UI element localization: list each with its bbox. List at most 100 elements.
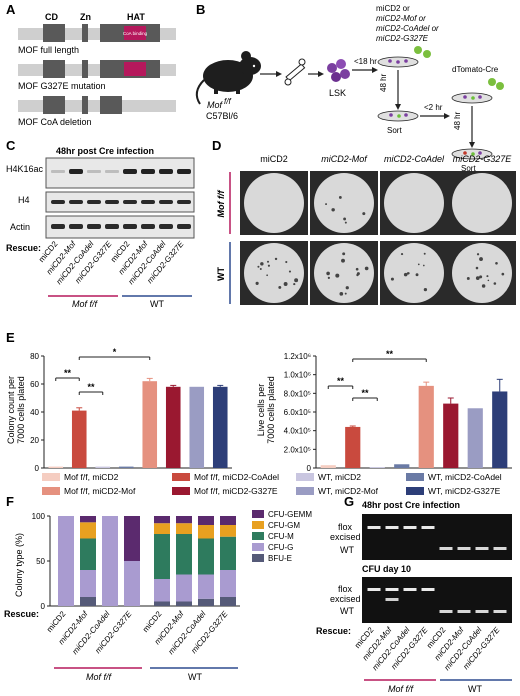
stacked-bar-segment	[80, 516, 96, 523]
colony-dot	[266, 274, 268, 277]
colony-dot	[487, 279, 490, 282]
panel-e-legend: Mof f/f, miCD2 Mof f/f, miCD2-CoAdel WT, m…	[42, 472, 502, 496]
colony-dot	[335, 273, 340, 278]
colony-dot	[495, 261, 498, 265]
colony-dot	[356, 272, 360, 276]
gel-band	[439, 610, 453, 613]
colony-dot	[355, 267, 359, 271]
y-tick-label: 80	[30, 352, 39, 361]
blot-band	[141, 224, 155, 229]
lane-labels-c: miCD2 miCD2-Mof miCD2-CoAdel miCD2-G327E…	[37, 239, 186, 286]
vector-line-3: miCD2-CoAdel or	[376, 24, 439, 33]
legend-label: WT, miCD2-CoAdel	[428, 472, 502, 482]
time-lt2: <2 hr	[424, 103, 443, 112]
panel-c-label: C	[6, 138, 16, 153]
legend-label: WT, miCD2-G327E	[428, 486, 501, 496]
legend-swatch	[252, 510, 264, 518]
band-label-flox: flox	[338, 522, 353, 532]
stacked-bar-segment	[198, 598, 214, 606]
colony-dot	[341, 258, 345, 263]
bar	[345, 426, 361, 468]
panel-f-label: F	[6, 494, 14, 509]
blot-h4	[45, 191, 195, 213]
lsk-cells-icon	[327, 59, 350, 82]
blot-band	[123, 224, 137, 229]
gel-band	[457, 610, 471, 613]
panel-c: C 48hr post Cre infection H4K16ac H4 Act…	[6, 138, 195, 309]
stacked-bar-segment	[220, 516, 236, 525]
rescue-label-f: Rescue:	[4, 609, 39, 619]
coa-binding-tag: CoA binding	[123, 31, 148, 36]
bar	[212, 386, 228, 468]
legend-label: WT, miCD2	[318, 472, 361, 482]
colony-dot	[255, 281, 259, 285]
stacked-bar-segment	[220, 597, 236, 606]
plate	[314, 173, 374, 233]
stacked-bar-segment	[220, 536, 236, 570]
zn-domain-label: Zn	[80, 12, 91, 22]
panel-a: A CD Zn HAT CoA binding MOF full length …	[6, 2, 176, 127]
stacked-bar-segment	[198, 574, 214, 599]
colony-plates	[240, 171, 516, 305]
colony-dot	[345, 286, 349, 290]
legend-swatch	[252, 532, 264, 540]
stacked-bar-segment	[124, 561, 140, 606]
stacked-bar-segment	[198, 516, 214, 525]
col-label: miCD2-G327E	[453, 154, 513, 164]
stacked-bar-segment	[124, 516, 140, 561]
cd-domain	[43, 60, 65, 78]
colony-dot	[344, 221, 347, 224]
gel-band	[475, 610, 489, 613]
vector-line-4: miCD2-G327E	[376, 34, 429, 43]
bone-icon	[284, 58, 306, 86]
colony-dot	[417, 263, 420, 266]
blot-band	[177, 200, 191, 204]
right-ylabel-1: Live cells per	[256, 384, 266, 437]
bar	[369, 467, 385, 468]
sort-label-2: Sort	[461, 164, 476, 173]
group-label-mof: Mof f/f	[72, 299, 99, 309]
colony-dot	[288, 270, 292, 273]
y-tick-label: 0	[41, 602, 46, 611]
blot-band	[105, 170, 119, 173]
culture-dish-2	[377, 110, 419, 122]
gel-band	[385, 588, 399, 591]
band-label-wt: WT	[340, 545, 354, 555]
left-ylabel-1: Colony count per	[6, 376, 16, 444]
legend-swatch	[252, 554, 264, 562]
colony-dot	[285, 260, 288, 264]
colony-dot	[423, 252, 426, 255]
mouse-genotype-sup: f/f	[224, 97, 231, 106]
bar	[165, 386, 181, 468]
col-label: miCD2-CoAdel	[384, 154, 445, 164]
mouse-illustration	[195, 51, 261, 105]
colony-dot	[400, 253, 404, 256]
stacked-bar-segment	[154, 601, 170, 606]
colony-dot	[481, 284, 486, 288]
panel-c-title: 48hr post Cre infection	[56, 146, 154, 156]
row-label-h4k16ac: H4K16ac	[6, 164, 44, 174]
arrow-head-icon	[395, 104, 401, 110]
blot-band	[141, 169, 155, 174]
zn-domain	[82, 60, 88, 78]
colony-dot	[257, 265, 260, 268]
blot-band	[51, 224, 65, 229]
colony-dot	[327, 276, 330, 279]
blot-band	[69, 200, 83, 204]
colony-dot	[390, 277, 394, 281]
col-label: miCD2	[260, 154, 288, 164]
colony-dot	[293, 282, 296, 286]
sig-marker: **	[361, 388, 369, 398]
colony-dot	[501, 272, 505, 276]
hat-domain-label: HAT	[127, 12, 145, 22]
construct-label-g327e: MOF G327E mutation	[18, 81, 106, 91]
time-lt18: <18 hr	[354, 57, 377, 66]
culture-dish-4	[451, 148, 493, 160]
panel-e: E Colony count per 7000 cells plated Liv…	[6, 330, 512, 496]
cd-domain	[43, 96, 65, 114]
stacked-bar-segment	[154, 579, 170, 602]
bar	[443, 403, 459, 468]
sort-label-1: Sort	[387, 126, 402, 135]
colony-dot	[486, 275, 489, 278]
cd-domain-label: CD	[45, 12, 58, 22]
